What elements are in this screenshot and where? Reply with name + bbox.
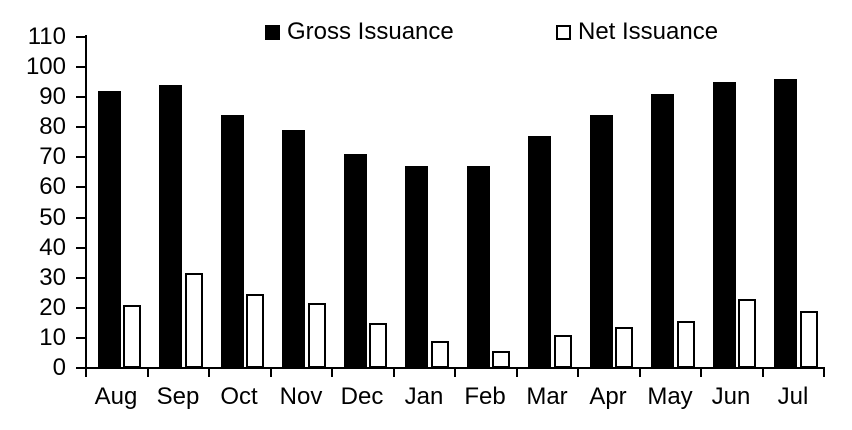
y-axis-label: 40 xyxy=(39,234,66,261)
gross-bar-dec xyxy=(344,154,367,368)
net-bar-jul xyxy=(800,311,818,368)
net-bar-feb xyxy=(492,351,510,368)
net-bar-dec xyxy=(369,323,387,368)
x-axis-tick xyxy=(331,367,333,377)
x-axis-label-dec: Dec xyxy=(340,383,384,410)
x-axis xyxy=(85,367,823,369)
x-axis-tick xyxy=(700,367,702,377)
net-bar-nov xyxy=(308,303,326,368)
y-axis-label: 90 xyxy=(39,83,66,110)
x-axis-label-oct: Oct xyxy=(220,383,258,410)
x-axis-tick xyxy=(270,367,272,377)
gross-bar-aug xyxy=(98,91,121,368)
gross-bar-feb xyxy=(467,166,490,368)
y-axis-tick xyxy=(76,36,85,38)
legend-label-net-issuance: Net Issuance xyxy=(578,18,719,45)
x-axis-label-mar: Mar xyxy=(526,383,568,410)
x-axis-label-jan: Jan xyxy=(404,383,444,410)
y-axis-tick xyxy=(76,307,85,309)
x-axis-label-sep: Sep xyxy=(156,383,200,410)
y-axis-tick xyxy=(76,217,85,219)
y-axis-tick xyxy=(76,96,85,98)
x-axis-tick xyxy=(639,367,641,377)
net-bar-oct xyxy=(246,294,264,368)
gross-bar-jan xyxy=(405,166,428,368)
gross-issuance-swatch-icon xyxy=(265,24,280,40)
y-axis-label: 100 xyxy=(25,53,66,80)
net-bar-jan xyxy=(431,341,449,368)
x-axis-tick xyxy=(208,367,210,377)
net-bar-may xyxy=(677,321,695,368)
y-axis-tick xyxy=(76,186,85,188)
x-axis-label-jun: Jun xyxy=(711,383,751,410)
net-issuance-swatch-icon xyxy=(556,24,571,40)
y-axis-tick xyxy=(76,247,85,249)
net-bar-apr xyxy=(615,327,633,368)
y-axis-tick xyxy=(76,277,85,279)
x-axis-label-nov: Nov xyxy=(279,383,323,410)
x-axis-tick xyxy=(516,367,518,377)
x-axis-tick xyxy=(454,367,456,377)
gross-bar-apr xyxy=(590,115,613,368)
gross-bar-oct xyxy=(221,115,244,368)
legend-item-gross-issuance: Gross Issuance xyxy=(265,20,454,44)
y-axis-label: 80 xyxy=(39,113,66,140)
x-axis-tick xyxy=(147,367,149,377)
y-axis-label: 70 xyxy=(39,143,66,170)
x-axis-label-apr: Apr xyxy=(589,383,627,410)
gross-bar-sep xyxy=(159,85,182,368)
gross-bar-nov xyxy=(282,130,305,368)
x-axis-tick xyxy=(762,367,764,377)
y-axis-tick xyxy=(76,126,85,128)
y-axis-label: 50 xyxy=(39,204,66,231)
gross-bar-mar xyxy=(528,136,551,368)
y-axis-tick xyxy=(76,156,85,158)
y-axis-label: 110 xyxy=(27,23,66,50)
y-axis-label: 20 xyxy=(39,294,66,321)
net-bar-sep xyxy=(185,273,203,368)
y-axis-label: 0 xyxy=(52,354,66,381)
gross-bar-jun xyxy=(713,82,736,368)
x-axis-tick xyxy=(823,367,825,377)
x-axis-label-jul: Jul xyxy=(777,383,809,410)
net-bar-mar xyxy=(554,335,572,368)
gross-bar-jul xyxy=(774,79,797,368)
y-axis-tick xyxy=(76,337,85,339)
x-axis-tick xyxy=(577,367,579,377)
x-axis-label-aug: Aug xyxy=(94,383,138,410)
legend-item-net-issuance: Net Issuance xyxy=(556,20,718,44)
x-axis-tick xyxy=(393,367,395,377)
y-axis-label: 10 xyxy=(39,324,66,351)
x-axis-label-feb: Feb xyxy=(464,383,506,410)
legend-label-gross-issuance: Gross Issuance xyxy=(287,18,454,45)
y-axis-label: 60 xyxy=(39,173,66,200)
y-axis-tick xyxy=(76,66,85,68)
x-axis-tick xyxy=(85,367,87,377)
x-axis-label-may: May xyxy=(647,383,693,410)
gross-bar-may xyxy=(651,94,674,368)
y-axis-label: 30 xyxy=(39,264,66,291)
net-bar-aug xyxy=(123,305,141,368)
net-bar-jun xyxy=(738,299,756,368)
y-axis-tick xyxy=(76,367,85,369)
y-axis xyxy=(85,35,87,369)
